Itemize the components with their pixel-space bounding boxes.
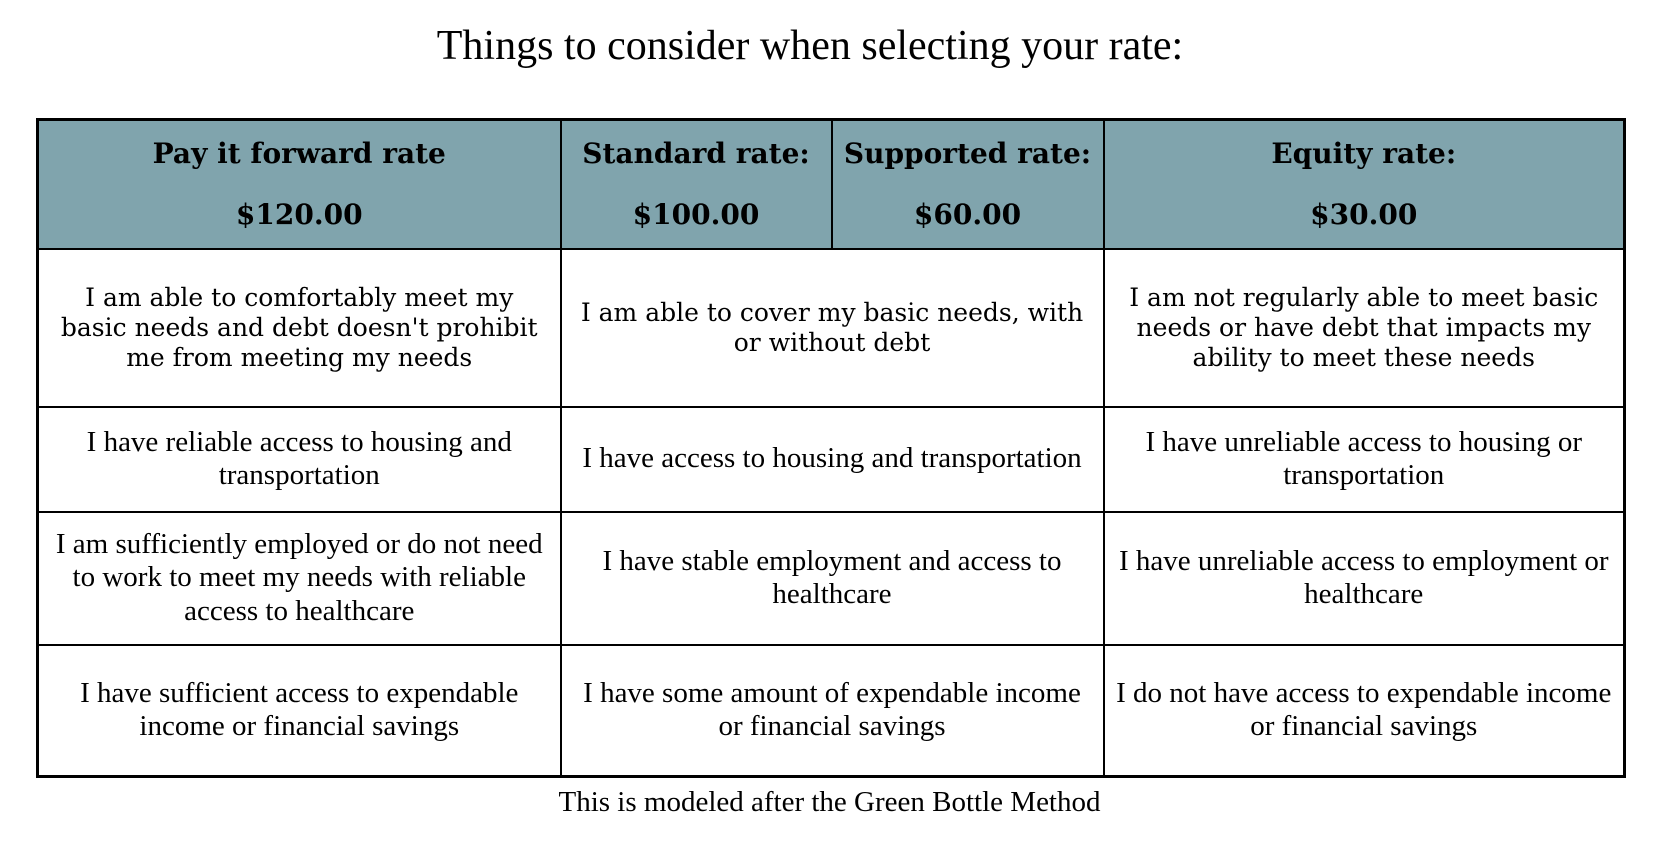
header-equity-rate: Equity rate: $30.00 xyxy=(1102,118,1626,250)
cell-pay-it-forward-basic-needs: I am able to comfortably meet my basic n… xyxy=(36,247,562,408)
table-row-housing-transportation: I have reliable access to housing and tr… xyxy=(36,405,1626,513)
rate-label: Pay it forward rate xyxy=(152,137,446,171)
rate-price: $30.00 xyxy=(1310,198,1418,232)
rate-label: Equity rate: xyxy=(1271,137,1457,171)
cell-pay-it-forward-housing: I have reliable access to housing and tr… xyxy=(36,405,562,513)
header-supported-rate: Supported rate: $60.00 xyxy=(830,118,1105,250)
rate-comparison-table: Pay it forward rate $120.00 Standard rat… xyxy=(36,118,1626,778)
cell-equity-housing: I have unreliable access to housing or t… xyxy=(1102,405,1626,513)
table-row-employment-healthcare: I am sufficiently employed or do not nee… xyxy=(36,510,1626,646)
footer-note: This is modeled after the Green Bottle M… xyxy=(558,786,1101,818)
rate-label: Standard rate: xyxy=(582,137,810,171)
cell-equity-employment: I have unreliable access to employment o… xyxy=(1102,510,1626,646)
cell-pay-it-forward-income: I have sufficient access to expendable i… xyxy=(36,643,562,778)
cell-standard-supported-income: I have some amount of expendable income … xyxy=(559,643,1105,778)
table-header-row: Pay it forward rate $120.00 Standard rat… xyxy=(36,118,1626,250)
rate-price: $100.00 xyxy=(632,198,760,232)
page-title: Things to consider when selecting your r… xyxy=(436,23,1184,69)
rate-price: $60.00 xyxy=(913,198,1022,232)
cell-standard-supported-housing: I have access to housing and transportat… xyxy=(559,405,1105,513)
cell-standard-supported-employment: I have stable employment and access to h… xyxy=(559,510,1105,646)
table-row-basic-needs: I am able to comfortably meet my basic n… xyxy=(36,247,1626,408)
table-row-expendable-income: I have sufficient access to expendable i… xyxy=(36,643,1626,778)
cell-equity-basic-needs: I am not regularly able to meet basic ne… xyxy=(1102,247,1626,408)
cell-equity-income: I do not have access to expendable incom… xyxy=(1102,643,1626,778)
header-pay-it-forward-rate: Pay it forward rate $120.00 xyxy=(36,118,562,250)
cell-pay-it-forward-employment: I am sufficiently employed or do not nee… xyxy=(36,510,562,646)
header-standard-rate: Standard rate: $100.00 xyxy=(559,118,833,250)
rate-price: $120.00 xyxy=(235,198,363,232)
cell-standard-supported-basic-needs: I am able to cover my basic needs, with … xyxy=(559,247,1105,408)
rate-label: Supported rate: xyxy=(843,137,1092,171)
